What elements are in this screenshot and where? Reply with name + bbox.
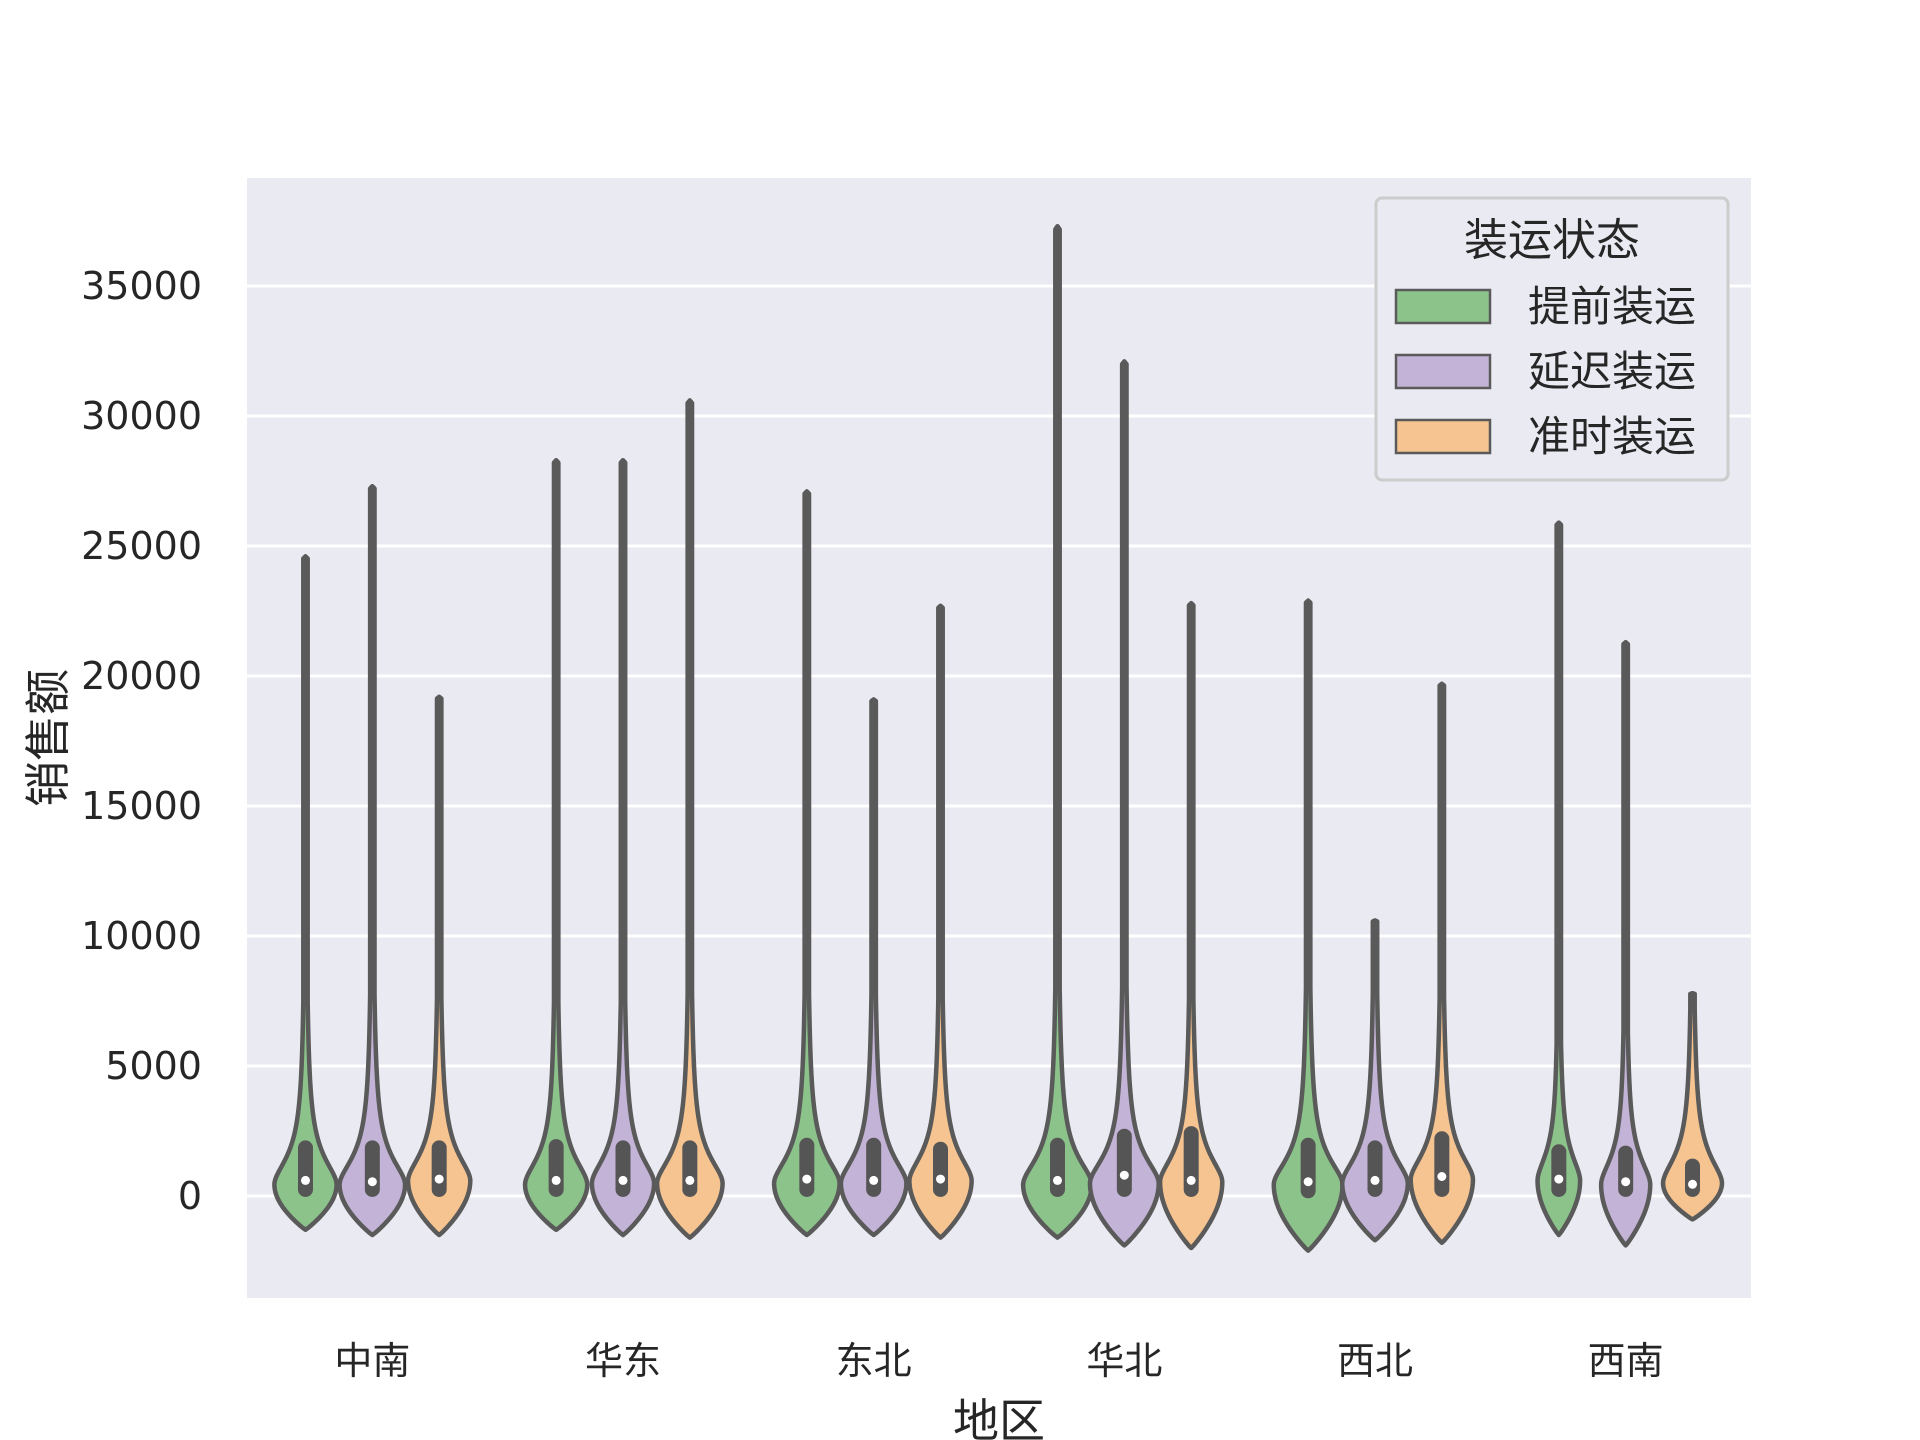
y-tick-label: 20000 (81, 654, 202, 698)
violin-body (654, 398, 725, 1240)
violin-body (838, 697, 909, 1238)
violin-body (405, 694, 473, 1238)
y-tick-label: 0 (178, 1174, 202, 1218)
violin-median-point (1186, 1175, 1196, 1185)
y-tick-label: 10000 (81, 914, 202, 958)
violin-body (907, 603, 974, 1240)
violin-median-point (367, 1177, 377, 1187)
legend-swatch (1394, 418, 1492, 455)
x-tick-label: 东北 (836, 1339, 912, 1383)
violin-median-point (1688, 1179, 1698, 1189)
legend-label: 准时装运 (1528, 412, 1696, 461)
violin-median-point (1437, 1172, 1447, 1181)
violin-body (589, 457, 657, 1238)
y-tick-label: 15000 (81, 784, 202, 828)
violin-body (1157, 600, 1225, 1251)
violin-body (522, 457, 590, 1233)
violin-body (771, 489, 842, 1238)
x-tick-label: 华东 (585, 1339, 661, 1383)
x-tick-label: 中南 (334, 1339, 410, 1383)
violin-median-point (685, 1175, 695, 1185)
violin-body (1598, 639, 1653, 1248)
y-tick-label: 35000 (81, 264, 202, 308)
violin-median-point (869, 1175, 879, 1185)
violin-median-point (1119, 1170, 1129, 1180)
violin-median-point (802, 1174, 812, 1184)
legend-label: 延迟装运 (1528, 347, 1696, 396)
violin-body (1271, 598, 1345, 1253)
x-tick-label: 西南 (1588, 1339, 1664, 1383)
y-axis-title: 销售额 (21, 669, 75, 807)
violin-body (337, 483, 408, 1238)
violin-median-point (1621, 1177, 1631, 1187)
y-tick-label: 5000 (105, 1044, 202, 1088)
x-tick-label: 西北 (1337, 1339, 1413, 1383)
violin-body (1020, 223, 1095, 1240)
violins (272, 223, 1725, 1253)
y-tick-label: 25000 (81, 524, 202, 568)
legend-label: 提前装运 (1528, 282, 1696, 331)
y-tick-label: 30000 (81, 394, 202, 438)
violin-median-point (1554, 1174, 1564, 1184)
violin-body (1408, 681, 1476, 1246)
violin-median-point (434, 1174, 444, 1184)
violin-body (1660, 990, 1725, 1222)
violin-body (1340, 918, 1410, 1243)
violin-median-point (618, 1175, 628, 1185)
legend-swatch (1394, 353, 1492, 390)
violin-body (1535, 520, 1583, 1238)
violin-body (272, 554, 339, 1233)
x-tick-labels: 中南 华东 东北 华北 西北 西南 (334, 1339, 1663, 1383)
violin-median-point (1052, 1175, 1062, 1185)
legend-swatch (1394, 288, 1492, 325)
y-tick-labels: 0 5000 10000 15000 20000 25000 30000 35000 (81, 264, 202, 1218)
violin-median-point (551, 1175, 561, 1185)
legend-frame (1374, 196, 1730, 482)
violin-median-point (936, 1174, 946, 1184)
violin-median-point (300, 1175, 310, 1185)
legend-title: 装运状态 (1464, 215, 1640, 266)
violin-body (1087, 359, 1161, 1248)
violin-median-point (1303, 1177, 1313, 1187)
x-axis-title: 地区 (953, 1394, 1045, 1440)
violin-median-point (1370, 1175, 1380, 1185)
x-tick-label: 华北 (1086, 1339, 1162, 1383)
